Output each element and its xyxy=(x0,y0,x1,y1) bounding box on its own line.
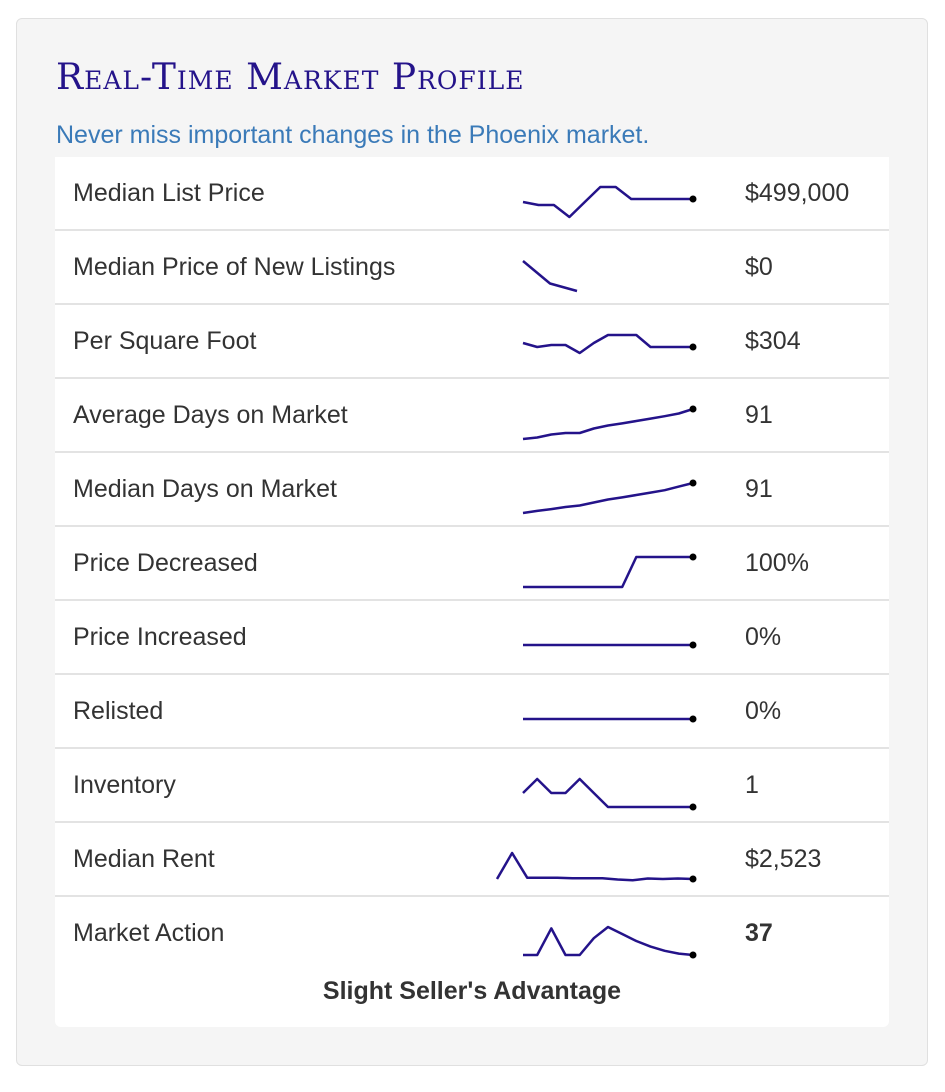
sparkline-chart xyxy=(523,641,697,649)
sparkline-path xyxy=(522,481,694,515)
sparkline-path xyxy=(522,333,693,355)
sparkline-end-dot xyxy=(689,803,697,811)
table-row: Median Rent $2,523 xyxy=(55,823,889,897)
row-label: Average Days on Market xyxy=(73,401,348,429)
sparkline-chart xyxy=(522,333,697,355)
row-value: 0% xyxy=(745,697,782,725)
row-value: 37 xyxy=(745,919,773,947)
sparkline-chart xyxy=(522,405,697,441)
row-label: Inventory xyxy=(73,771,176,799)
table-row: Inventory 1 xyxy=(55,749,889,823)
table-row: Average Days on Market 91 xyxy=(55,379,889,453)
sparkline-end-dot xyxy=(689,553,697,561)
sparkline-chart xyxy=(522,185,697,219)
table-row: Median Days on Market 91 xyxy=(55,453,889,527)
row-value: 91 xyxy=(745,401,773,429)
sparkline-chart xyxy=(495,851,697,883)
sparkline-path xyxy=(522,777,693,809)
row-label: Median Rent xyxy=(73,845,215,873)
row-label: Median Days on Market xyxy=(73,475,338,503)
table-row: Market Action 37 xyxy=(55,897,889,971)
sparkline-chart xyxy=(523,715,697,723)
row-value: $0 xyxy=(745,253,773,281)
sparkline-end-dot xyxy=(689,405,697,413)
sparkline-path xyxy=(522,260,578,293)
table-row: Price Decreased 100% xyxy=(55,527,889,601)
market-profile-table: Median List Price $499,000 Median Price of… xyxy=(55,157,889,1027)
sparkline-chart xyxy=(523,925,697,959)
sparkline-chart xyxy=(522,479,697,515)
row-value: 100% xyxy=(745,549,809,577)
row-label: Median Price of New Listings xyxy=(73,253,396,281)
row-value: 1 xyxy=(745,771,759,799)
sparkline-path xyxy=(523,555,693,589)
sparkline-path xyxy=(495,851,694,882)
row-value: 91 xyxy=(745,475,773,503)
sparkline-chart xyxy=(522,260,578,293)
table-row: Median List Price $499,000 xyxy=(55,157,889,231)
sparkline-end-dot xyxy=(689,875,697,883)
sparkline-end-dot xyxy=(689,343,697,351)
sparkline-end-dot xyxy=(689,715,697,723)
row-label: Median List Price xyxy=(73,179,265,207)
table-row: Median Price of New Listings $0 xyxy=(55,231,889,305)
sparkline-path xyxy=(523,925,694,957)
sparkline-end-dot xyxy=(689,951,697,959)
sparkline-end-dot xyxy=(689,641,697,649)
sparkline-chart xyxy=(523,553,697,589)
market-action-note: Slight Seller's Advantage xyxy=(322,977,622,1005)
page-subtitle: Never miss important changes in the Phoe… xyxy=(56,121,650,149)
row-value: $304 xyxy=(745,327,801,355)
row-label: Price Increased xyxy=(73,623,247,651)
row-label: Per Square Foot xyxy=(73,327,257,355)
table-row: Relisted 0% xyxy=(55,675,889,749)
sparkline-end-dot xyxy=(689,479,697,487)
table-row: Price Increased 0% xyxy=(55,601,889,675)
row-value: $499,000 xyxy=(745,179,850,207)
row-value: 0% xyxy=(745,623,782,651)
row-label: Relisted xyxy=(73,697,164,725)
row-label: Market Action xyxy=(73,919,225,947)
sparkline-end-dot xyxy=(689,195,697,203)
table-row: Per Square Foot $304 xyxy=(55,305,889,379)
row-label: Price Decreased xyxy=(73,549,258,577)
sparkline-path xyxy=(522,407,694,441)
sparkline-chart xyxy=(522,777,697,811)
sparkline-path xyxy=(522,185,693,219)
row-value: $2,523 xyxy=(745,845,822,873)
page-title: Real-Time Market Profile xyxy=(56,57,525,98)
